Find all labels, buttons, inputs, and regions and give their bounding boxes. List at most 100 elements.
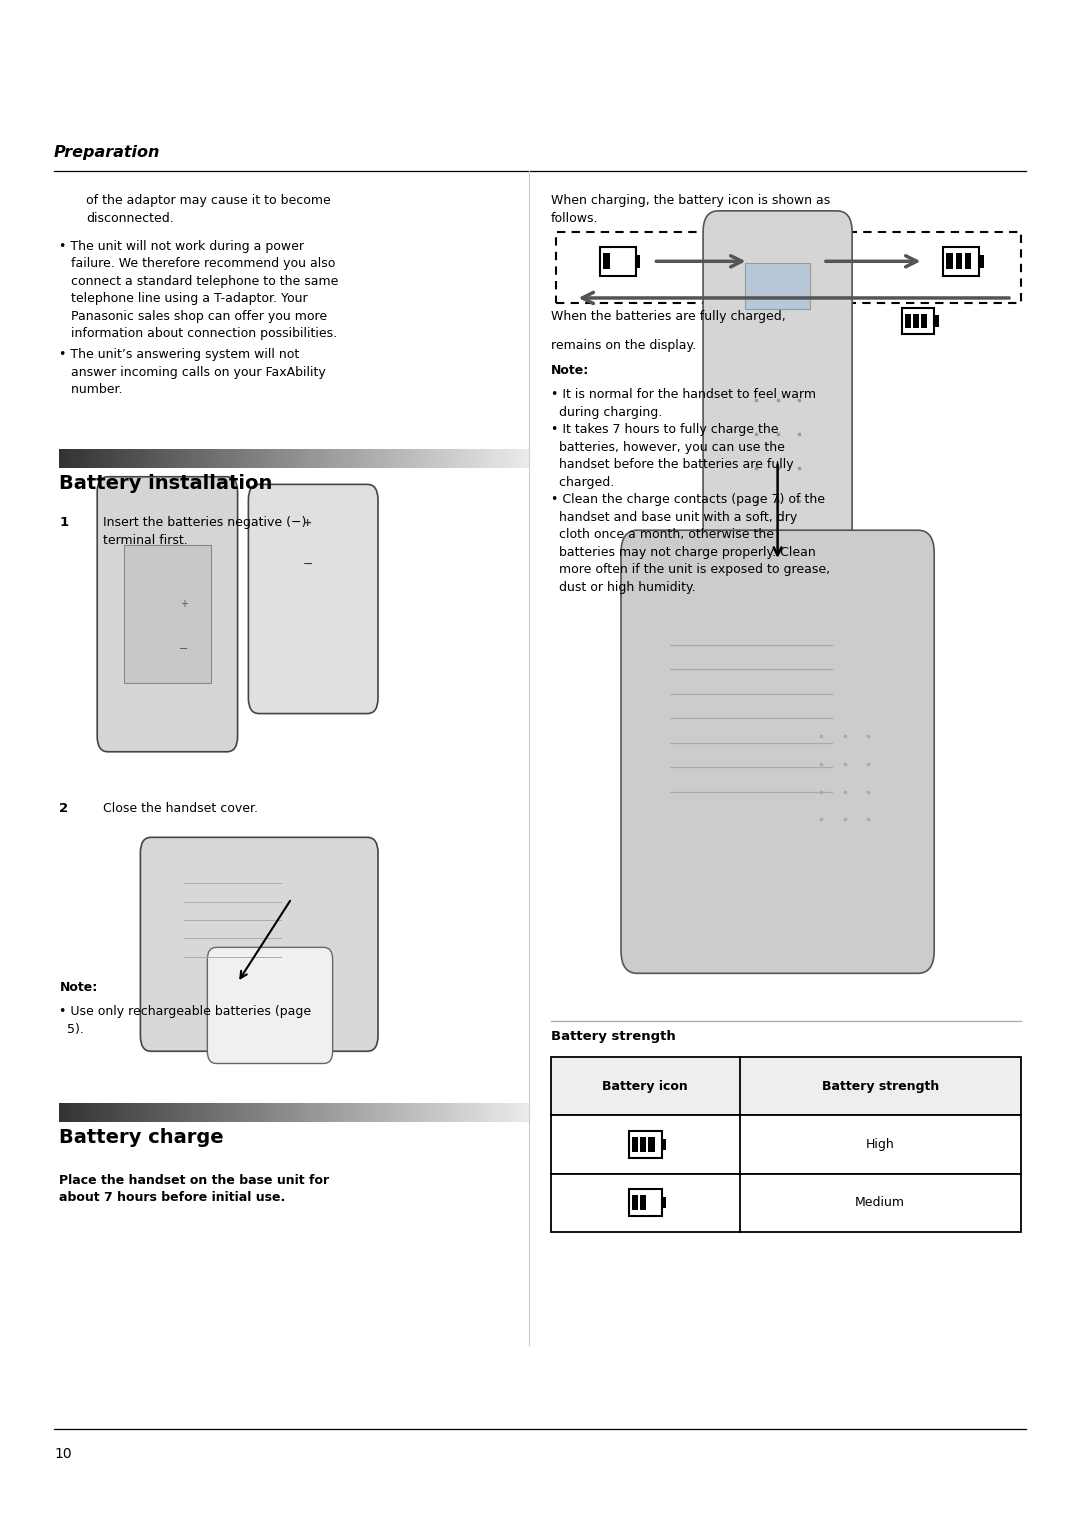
Bar xyxy=(372,1103,375,1122)
Bar xyxy=(341,449,345,468)
Bar xyxy=(337,449,340,468)
Bar xyxy=(489,1103,492,1122)
Bar xyxy=(175,449,178,468)
Bar xyxy=(231,1103,234,1122)
Bar xyxy=(346,449,350,468)
Bar xyxy=(210,449,213,468)
Bar xyxy=(329,449,333,468)
Bar xyxy=(503,1103,507,1122)
Bar xyxy=(252,449,256,468)
Bar xyxy=(513,1103,516,1122)
Bar xyxy=(377,1103,380,1122)
Bar xyxy=(249,449,253,468)
Bar xyxy=(454,449,458,468)
Bar xyxy=(195,449,199,468)
Bar xyxy=(132,1103,136,1122)
Bar xyxy=(351,449,354,468)
Bar xyxy=(269,1103,272,1122)
Bar xyxy=(249,1103,253,1122)
Bar xyxy=(121,449,124,468)
Bar xyxy=(97,449,100,468)
Bar xyxy=(203,449,206,468)
Text: of the adaptor may cause it to become
disconnected.: of the adaptor may cause it to become di… xyxy=(86,194,332,225)
Bar xyxy=(339,449,342,468)
Bar xyxy=(480,449,483,468)
Bar xyxy=(943,248,980,275)
Bar xyxy=(397,449,401,468)
Bar xyxy=(123,1103,126,1122)
Bar xyxy=(271,1103,274,1122)
Bar xyxy=(468,449,472,468)
Bar xyxy=(205,449,208,468)
Bar xyxy=(90,1103,93,1122)
Bar xyxy=(195,1103,199,1122)
Text: 2: 2 xyxy=(59,802,68,816)
Bar xyxy=(289,449,293,468)
Bar xyxy=(99,1103,103,1122)
Bar xyxy=(475,1103,478,1122)
Bar xyxy=(349,1103,352,1122)
Bar xyxy=(231,449,234,468)
Bar xyxy=(149,449,152,468)
Bar xyxy=(297,1103,300,1122)
Bar xyxy=(210,1103,213,1122)
Bar xyxy=(111,1103,114,1122)
Bar xyxy=(421,1103,424,1122)
Bar xyxy=(513,449,516,468)
Bar xyxy=(71,449,75,468)
Bar xyxy=(491,1103,495,1122)
Bar xyxy=(266,1103,270,1122)
Bar xyxy=(389,449,392,468)
Bar xyxy=(363,1103,366,1122)
Bar xyxy=(233,1103,237,1122)
Bar xyxy=(334,1103,338,1122)
Bar xyxy=(76,1103,79,1122)
Bar xyxy=(527,449,530,468)
Bar xyxy=(525,449,528,468)
Bar xyxy=(369,1103,373,1122)
Bar xyxy=(278,449,281,468)
Bar xyxy=(365,449,368,468)
Bar xyxy=(353,1103,356,1122)
Bar xyxy=(323,1103,326,1122)
Bar xyxy=(59,449,63,468)
Bar xyxy=(151,1103,154,1122)
Bar xyxy=(266,449,270,468)
Bar xyxy=(193,449,197,468)
Bar xyxy=(383,1103,387,1122)
FancyBboxPatch shape xyxy=(140,837,378,1051)
Bar xyxy=(511,1103,514,1122)
Bar xyxy=(508,1103,512,1122)
Bar xyxy=(440,1103,444,1122)
Bar xyxy=(355,1103,359,1122)
Bar xyxy=(343,1103,347,1122)
Bar xyxy=(435,1103,438,1122)
Bar xyxy=(921,313,928,329)
Text: Insert the batteries negative (−)
terminal first.: Insert the batteries negative (−) termin… xyxy=(103,516,306,547)
Bar xyxy=(215,449,218,468)
Bar xyxy=(141,1103,145,1122)
Bar xyxy=(67,1103,70,1122)
Bar xyxy=(964,254,971,269)
Bar xyxy=(264,1103,267,1122)
Bar xyxy=(505,449,509,468)
Bar xyxy=(292,449,295,468)
Bar xyxy=(365,1103,368,1122)
Bar xyxy=(99,449,103,468)
FancyBboxPatch shape xyxy=(207,947,333,1063)
Bar xyxy=(121,1103,124,1122)
Bar xyxy=(461,449,464,468)
Bar xyxy=(379,1103,382,1122)
Bar xyxy=(494,1103,498,1122)
Bar xyxy=(73,1103,77,1122)
Bar xyxy=(170,1103,173,1122)
Bar xyxy=(451,449,455,468)
Bar xyxy=(781,254,787,269)
Bar xyxy=(177,1103,180,1122)
Bar xyxy=(81,1103,84,1122)
Bar xyxy=(517,1103,521,1122)
Bar xyxy=(161,449,164,468)
Bar xyxy=(411,1103,415,1122)
Bar xyxy=(113,1103,117,1122)
Bar xyxy=(357,1103,361,1122)
